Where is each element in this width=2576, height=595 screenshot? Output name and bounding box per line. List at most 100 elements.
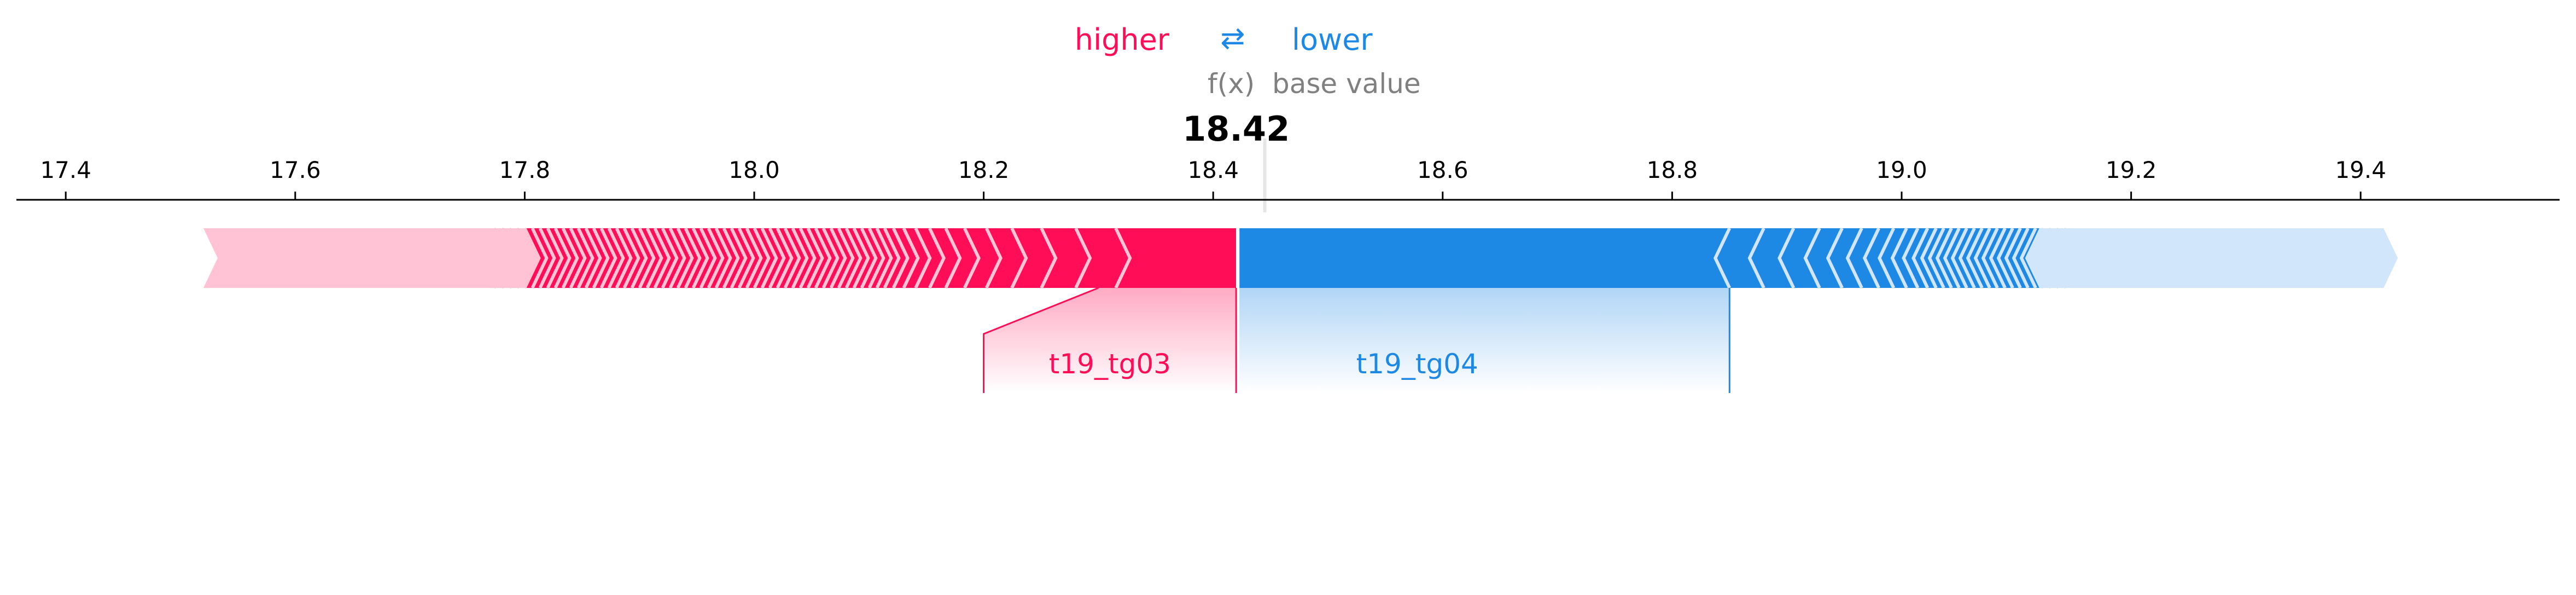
feature-label-t19_tg03: t19_tg03 bbox=[1049, 348, 1171, 380]
positive-chevron bbox=[645, 227, 663, 289]
positive-chevron bbox=[707, 227, 725, 289]
positive-chevron bbox=[500, 227, 518, 289]
feature-band-t19_tg04 bbox=[1239, 288, 1730, 393]
negative-chevron bbox=[1981, 227, 1999, 289]
positive-rest-segment bbox=[203, 228, 539, 288]
positive-chevron bbox=[844, 227, 862, 289]
positive-chevron bbox=[622, 227, 640, 289]
positive-chevron bbox=[615, 227, 633, 289]
feature-label-t19_tg04: t19_tg04 bbox=[1356, 348, 1478, 380]
x-tick-label: 17.4 bbox=[40, 157, 91, 183]
positive-chevron bbox=[676, 227, 694, 289]
fx-label: f(x) bbox=[1208, 68, 1255, 100]
positive-chevron bbox=[963, 227, 981, 289]
positive-chevron bbox=[576, 227, 595, 289]
positive-chevron bbox=[944, 227, 962, 289]
x-tick-label: 19.4 bbox=[2335, 157, 2386, 183]
positive-chevron bbox=[875, 227, 893, 289]
x-tick-label: 17.8 bbox=[499, 157, 551, 183]
x-tick-label: 18.4 bbox=[1187, 157, 1239, 183]
positive-chevron bbox=[599, 227, 617, 289]
x-tick-label: 18.6 bbox=[1417, 157, 1468, 183]
negative-chevron bbox=[1950, 227, 1968, 289]
negative-chevron bbox=[1935, 227, 1953, 289]
positive-chevron bbox=[691, 227, 709, 289]
positive-chevron bbox=[791, 227, 809, 289]
x-tick-label: 18.2 bbox=[958, 157, 1010, 183]
positive-chevron bbox=[914, 227, 932, 289]
positive-chevron bbox=[837, 227, 855, 289]
positive-chevron bbox=[928, 227, 946, 289]
legend-lower: lower bbox=[1292, 22, 1373, 57]
force-bars bbox=[203, 227, 2398, 289]
negative-segment bbox=[1239, 228, 2039, 288]
negative-chevron bbox=[2027, 227, 2045, 289]
positive-chevron bbox=[661, 227, 679, 289]
positive-chevron bbox=[515, 227, 533, 289]
feature-leader-t19_tg03 bbox=[983, 287, 1099, 393]
positive-segment bbox=[524, 228, 1237, 288]
negative-chevron bbox=[2004, 227, 2022, 289]
positive-chevron bbox=[745, 227, 763, 289]
positive-chevron bbox=[1010, 227, 1028, 289]
positive-chevron bbox=[814, 227, 832, 289]
positive-chevron bbox=[753, 227, 771, 289]
negative-chevron bbox=[2019, 227, 2037, 289]
positive-chevron bbox=[852, 227, 870, 289]
positive-chevron bbox=[684, 227, 702, 289]
negative-chevron bbox=[1973, 227, 1991, 289]
positive-chevron bbox=[584, 227, 602, 289]
negative-chevron bbox=[1845, 227, 1863, 289]
positive-chevron bbox=[553, 227, 572, 289]
positive-chevron bbox=[783, 227, 801, 289]
positive-chevron bbox=[722, 227, 740, 289]
positive-chevron bbox=[730, 227, 748, 289]
negative-chevron bbox=[1777, 227, 1796, 289]
positive-chevron bbox=[883, 227, 901, 289]
negative-chevron bbox=[1890, 227, 1908, 289]
positive-chevron bbox=[653, 227, 671, 289]
positive-chevron bbox=[891, 227, 910, 289]
negative-chevron bbox=[1966, 227, 1984, 289]
positive-chevron bbox=[768, 227, 786, 289]
x-tick-label: 18.0 bbox=[728, 157, 780, 183]
positive-chevron bbox=[821, 227, 840, 289]
positive-chevron bbox=[799, 227, 817, 289]
positive-chevron bbox=[668, 227, 686, 289]
negative-chevron bbox=[1943, 227, 1961, 289]
positive-chevron bbox=[776, 227, 794, 289]
positive-chevron bbox=[714, 227, 732, 289]
output-value: 18.42 bbox=[1182, 109, 1290, 149]
positive-chevron bbox=[638, 227, 656, 289]
negative-chevron bbox=[1747, 227, 1765, 289]
positive-chevron bbox=[829, 227, 847, 289]
negative-chevron bbox=[1826, 227, 1844, 289]
negative-chevron bbox=[1878, 227, 1896, 289]
positive-chevron bbox=[806, 227, 824, 289]
negative-chevron bbox=[1713, 227, 1732, 289]
base-value-label: base value bbox=[1272, 68, 1421, 100]
x-tick-label: 18.8 bbox=[1647, 157, 1698, 183]
negative-rest-segment bbox=[2025, 228, 2398, 288]
positive-chevron bbox=[607, 227, 625, 289]
positive-chevron bbox=[737, 227, 755, 289]
legend-arrow-icon: ⇄ bbox=[1220, 21, 1245, 55]
positive-chevron bbox=[569, 227, 587, 289]
positive-chevron bbox=[508, 227, 526, 289]
positive-chevron bbox=[860, 227, 878, 289]
feature-band-t19_tg03 bbox=[983, 288, 1237, 393]
positive-chevron bbox=[546, 227, 564, 289]
positive-chevron bbox=[561, 227, 579, 289]
positive-chevron bbox=[902, 227, 920, 289]
positive-chevron bbox=[592, 227, 610, 289]
positive-chevron bbox=[538, 227, 556, 289]
negative-chevron bbox=[2035, 227, 2053, 289]
positive-chevron bbox=[699, 227, 717, 289]
x-tick-label: 19.2 bbox=[2106, 157, 2157, 183]
negative-chevron bbox=[2012, 227, 2030, 289]
positive-chevron bbox=[523, 227, 541, 289]
negative-chevron bbox=[1920, 227, 1938, 289]
negative-chevron bbox=[2050, 227, 2068, 289]
